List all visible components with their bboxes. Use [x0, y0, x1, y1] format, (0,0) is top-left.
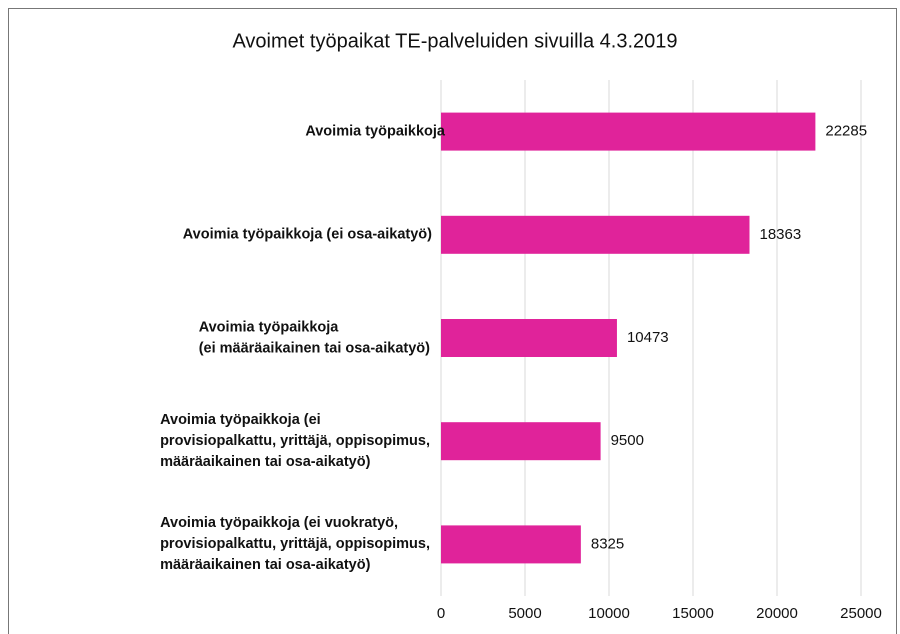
- category-line: Avoimia työpaikkoja (ei: [160, 412, 321, 428]
- bar: [441, 525, 581, 564]
- category-line: Avoimia työpaikkoja (ei vuokratyö,: [160, 515, 398, 531]
- bar: [441, 319, 617, 357]
- value-label: 22285: [825, 123, 867, 140]
- x-tick-label: 5000: [508, 605, 541, 622]
- category-line: Avoimia työpaikkoja (ei osa-aikatyö): [183, 227, 432, 243]
- value-label: 9500: [611, 432, 644, 449]
- x-tick-label: 15000: [672, 605, 714, 622]
- category-line: Avoimia työpaikkoja: [305, 123, 446, 139]
- category-line: provisiopalkattu, yrittäjä, oppisopimus,: [160, 536, 430, 552]
- bar: [441, 112, 816, 151]
- category-label: Avoimia työpaikkoja (ei osa-aikatyö): [183, 227, 432, 243]
- category-label: Avoimia työpaikkoja: [305, 123, 446, 139]
- category-line: määräaikainen tai osa-aikatyö): [160, 454, 371, 470]
- x-tick-label: 0: [437, 605, 445, 622]
- category-label: Avoimia työpaikkoja (ei vuokratyö, provis…: [160, 515, 430, 573]
- category-line: Avoimia työpaikkoja: [199, 319, 340, 335]
- chart-title: Avoimet työpaikat TE-palveluiden sivuill…: [232, 30, 677, 52]
- category-line: provisiopalkattu, yrittäjä, oppisopimus,: [160, 433, 430, 449]
- x-tick-label: 25000: [840, 605, 882, 622]
- category-label: Avoimia työpaikkoja (ei provisiopalkattu,…: [160, 412, 430, 470]
- x-tick-label: 10000: [588, 605, 630, 622]
- bar: [441, 215, 750, 254]
- value-label: 10473: [627, 329, 669, 346]
- value-label: 8325: [591, 535, 624, 552]
- category-line: (ei määräaikainen tai osa-aikatyö): [199, 340, 430, 356]
- category-line: määräaikainen tai osa-aikatyö): [160, 557, 371, 573]
- category-label: Avoimia työpaikkoja (ei määräaikainen tai…: [199, 319, 430, 356]
- x-tick-label: 20000: [756, 605, 798, 622]
- bar: [441, 422, 601, 461]
- value-label: 18363: [759, 226, 801, 243]
